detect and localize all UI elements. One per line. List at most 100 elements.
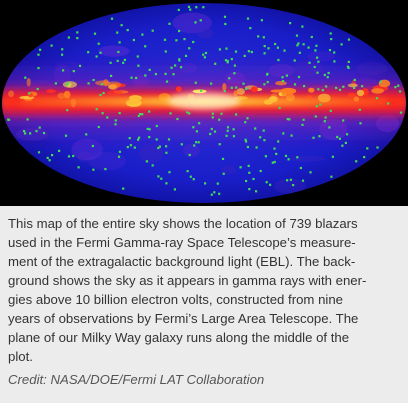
blazar-marker <box>204 51 208 55</box>
blazar-marker <box>110 17 114 20</box>
blazar-marker <box>61 53 64 56</box>
blazar-marker <box>194 81 197 84</box>
blazar-marker <box>297 42 300 45</box>
blazar-marker <box>281 76 284 79</box>
blazar-marker <box>204 182 207 185</box>
blazar-marker <box>116 31 119 34</box>
blazar-marker <box>67 82 70 85</box>
blazar-marker <box>37 53 40 56</box>
blazar-marker <box>67 155 71 158</box>
blazar-marker <box>277 140 280 143</box>
blazar-marker <box>285 74 288 77</box>
blazar-marker <box>186 111 189 114</box>
plane-knot <box>95 80 111 86</box>
blazar-marker <box>353 78 356 81</box>
blazar-marker <box>335 86 338 89</box>
blazar-marker <box>290 134 293 137</box>
caption-line: plane of our Milky Way galaxy runs along… <box>8 330 350 345</box>
plane-knot <box>233 90 238 97</box>
blazar-marker <box>92 78 95 82</box>
blazar-marker <box>135 76 138 80</box>
blazar-marker <box>321 89 324 92</box>
blazar-marker <box>155 124 158 128</box>
blazar-marker <box>223 90 226 93</box>
blazar-marker <box>266 81 269 84</box>
blazar-marker <box>308 61 311 64</box>
blazar-marker <box>226 129 229 132</box>
blazar-marker <box>165 151 168 154</box>
blazar-marker <box>266 72 269 75</box>
blazar-marker <box>318 135 321 138</box>
plane-knot <box>63 90 71 99</box>
blazar-marker <box>252 177 255 181</box>
blazar-marker <box>218 48 221 51</box>
blazar-marker <box>297 75 301 79</box>
caption-line: years of observations by Fermi’s Large A… <box>8 311 359 326</box>
blazar-marker <box>188 47 191 50</box>
blazar-marker <box>183 38 186 41</box>
blazar-marker <box>62 69 65 72</box>
blazar-marker <box>267 47 270 50</box>
blazar-marker <box>137 114 140 117</box>
blazar-marker <box>188 153 191 157</box>
blazar-marker <box>292 184 295 187</box>
blazar-marker <box>293 83 297 86</box>
blazar-marker <box>317 88 320 91</box>
blazar-marker <box>249 27 252 30</box>
blazar-marker <box>330 38 333 41</box>
blazar-marker <box>28 92 31 95</box>
caption-line: ment of the extragalactic background lig… <box>8 254 356 269</box>
diffuse-patch <box>98 45 130 57</box>
blazar-marker <box>314 115 317 118</box>
blazar-marker <box>313 65 316 69</box>
blazar-marker <box>203 56 206 59</box>
blazar-marker <box>158 145 161 148</box>
plane-knot <box>8 90 15 98</box>
blazar-marker <box>38 126 41 129</box>
blazar-marker <box>192 178 195 181</box>
blazar-marker <box>110 74 113 77</box>
blazar-marker <box>355 160 358 163</box>
blazar-marker <box>184 54 188 57</box>
blazar-marker <box>169 112 172 115</box>
blazar-marker <box>284 154 288 157</box>
blazar-marker <box>122 61 125 64</box>
blazar-marker <box>361 85 364 88</box>
diffuse-patch <box>221 164 236 175</box>
blazar-marker <box>165 80 169 83</box>
blazar-marker <box>46 156 49 159</box>
blazar-marker <box>85 133 88 136</box>
blazar-marker <box>54 82 57 85</box>
blazar-marker <box>99 93 102 97</box>
blazar-marker <box>263 139 266 142</box>
blazar-marker <box>324 116 327 119</box>
blazar-marker <box>23 130 26 133</box>
blazar-marker <box>118 41 121 44</box>
blazar-marker <box>359 122 362 125</box>
blazar-marker <box>154 73 157 76</box>
blazar-marker <box>129 144 132 147</box>
blazar-marker <box>126 146 129 149</box>
blazar-marker <box>295 34 299 37</box>
blazar-marker <box>398 90 402 93</box>
blazar-marker <box>211 116 214 119</box>
blazar-marker <box>286 118 289 121</box>
blazar-marker <box>247 164 250 167</box>
blazar-marker <box>172 73 175 76</box>
image-credit: Credit: NASA/DOE/Fermi LAT Collaboration <box>8 372 265 387</box>
blazar-marker <box>218 118 221 121</box>
blazar-marker <box>247 50 250 53</box>
diffuse-patch <box>197 27 213 39</box>
blazar-marker <box>133 146 136 149</box>
blazar-marker <box>250 50 253 54</box>
blazar-marker <box>106 116 109 119</box>
blazar-marker <box>245 140 248 143</box>
blazar-marker <box>148 128 151 131</box>
blazar-marker <box>307 46 310 49</box>
blazar-marker <box>230 58 233 61</box>
blazar-marker <box>104 168 107 171</box>
blazar-marker <box>200 89 203 92</box>
blazar-marker <box>123 58 126 61</box>
blazar-marker <box>347 66 350 69</box>
